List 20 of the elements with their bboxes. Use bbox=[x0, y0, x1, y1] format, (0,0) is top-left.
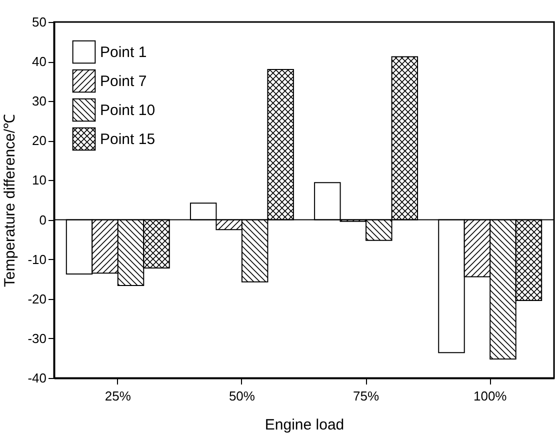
y-tick-label: 40 bbox=[32, 54, 46, 70]
y-tick-label: -10 bbox=[28, 252, 46, 267]
y-tick-label: -20 bbox=[28, 291, 46, 306]
legend-label: Point 1 bbox=[100, 44, 147, 61]
y-tick-label: 30 bbox=[32, 94, 46, 109]
x-tick-label: 100% bbox=[473, 388, 508, 404]
legend-label: Point 15 bbox=[100, 131, 156, 148]
x-axis-title: Engine load bbox=[264, 416, 344, 434]
y-tick-label: -40 bbox=[28, 370, 46, 386]
y-tick-label: -30 bbox=[28, 330, 46, 346]
legend-label: Point 7 bbox=[100, 73, 147, 90]
x-tick-label: 75% bbox=[353, 388, 380, 404]
x-tick-label: 25% bbox=[104, 388, 132, 404]
y-axis-title: Temperature difference/℃ bbox=[2, 114, 19, 288]
y-tick-label: 0 bbox=[39, 212, 46, 228]
y-tick-label: 10 bbox=[32, 172, 46, 188]
y-tick-label: 20 bbox=[32, 133, 46, 148]
x-tick-label: 50% bbox=[228, 388, 256, 404]
legend-label: Point 10 bbox=[100, 102, 156, 119]
y-tick-label: 50 bbox=[32, 14, 46, 30]
